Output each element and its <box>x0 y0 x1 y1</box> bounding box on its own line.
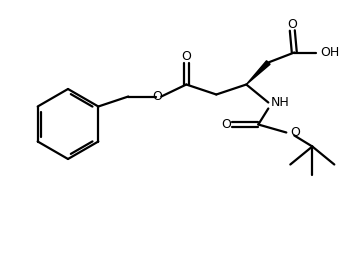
Text: O: O <box>290 126 300 139</box>
Text: O: O <box>287 18 297 31</box>
Text: O: O <box>152 90 162 103</box>
Polygon shape <box>246 61 270 85</box>
Text: O: O <box>221 118 231 131</box>
Text: O: O <box>181 50 191 63</box>
Text: NH: NH <box>270 96 289 109</box>
Text: OH: OH <box>320 46 339 59</box>
